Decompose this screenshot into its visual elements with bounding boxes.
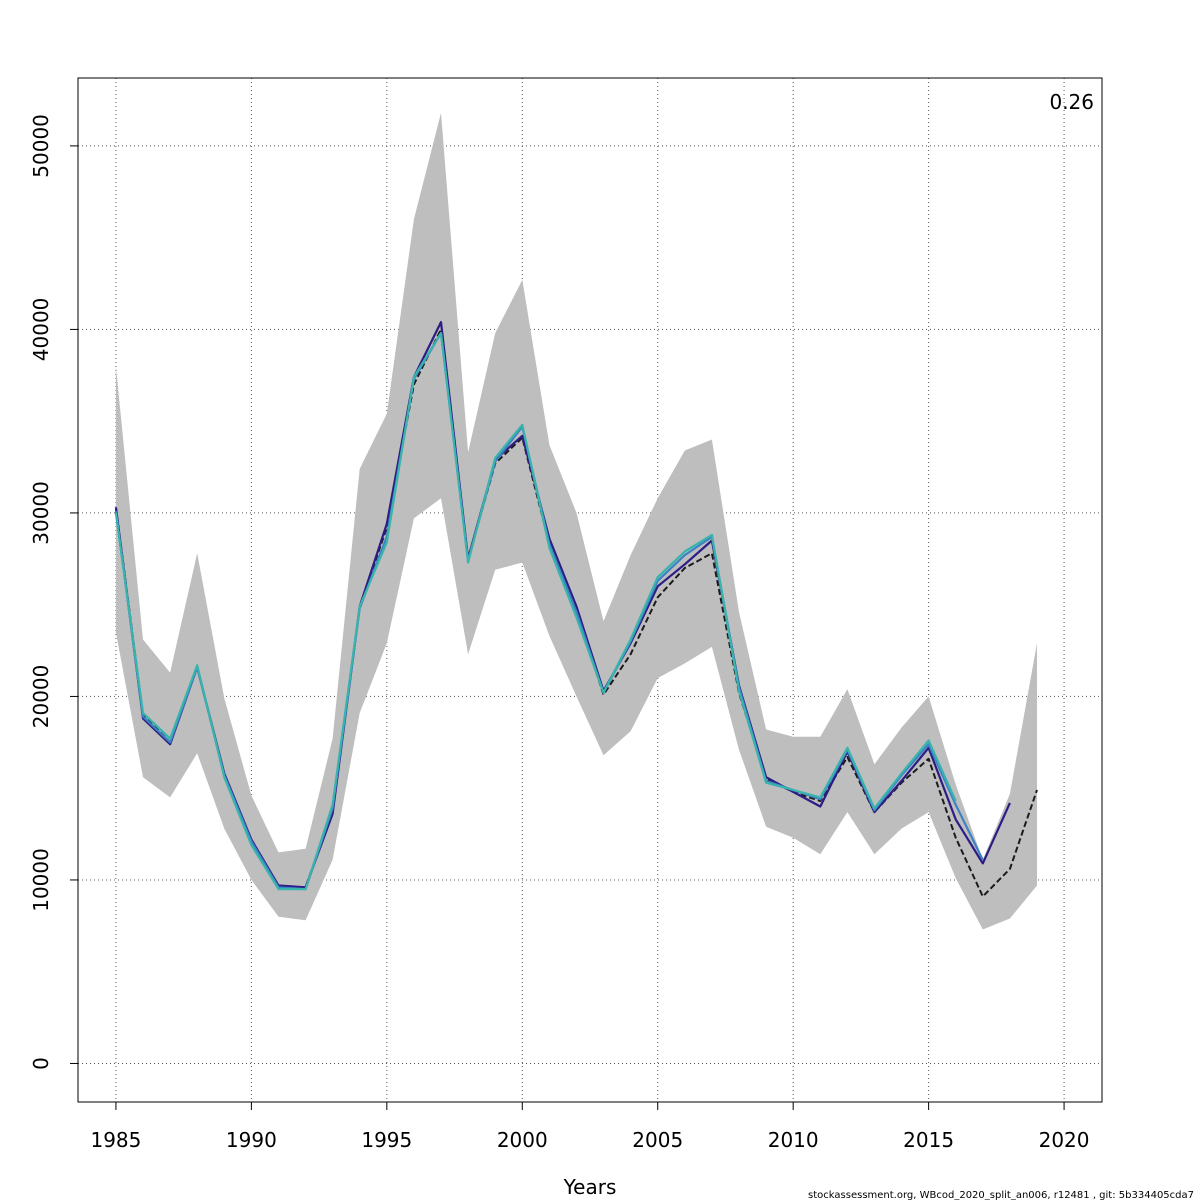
y-tick-label: 50000 [29, 114, 53, 178]
y-tick-label: 10000 [29, 848, 53, 912]
series-line-4 [114, 332, 957, 891]
y-tick-label: 40000 [29, 298, 53, 362]
x-tick-label: 2015 [903, 1128, 954, 1152]
x-tick-label: 2000 [497, 1128, 548, 1152]
confidence-band [115, 112, 1037, 930]
y-axis: 0 10000 20000 30000 40000 50000 [29, 114, 78, 1070]
x-axis-title: Years [563, 1175, 617, 1199]
y-tick-label: 30000 [29, 481, 53, 545]
footer-credit: stockassessment.org, WBcod_2020_split_an… [808, 1190, 1194, 1200]
x-axis: 1985 1990 1995 2000 2005 2010 2015 2020 [90, 1102, 1090, 1152]
x-tick-label: 2010 [768, 1128, 819, 1152]
x-tick-label: 2005 [632, 1128, 683, 1152]
y-tick-label: 20000 [29, 665, 53, 729]
x-tick-label: 2020 [1039, 1128, 1090, 1152]
plot-frame [77, 77, 1103, 1103]
y-tick-label: 0 [29, 1057, 53, 1070]
series-lines [114, 321, 1038, 898]
value-annotation: 0.26 [1049, 90, 1094, 114]
x-tick-label: 1995 [361, 1128, 412, 1152]
x-tick-label: 1985 [90, 1128, 141, 1152]
x-tick-label: 1990 [226, 1128, 277, 1152]
